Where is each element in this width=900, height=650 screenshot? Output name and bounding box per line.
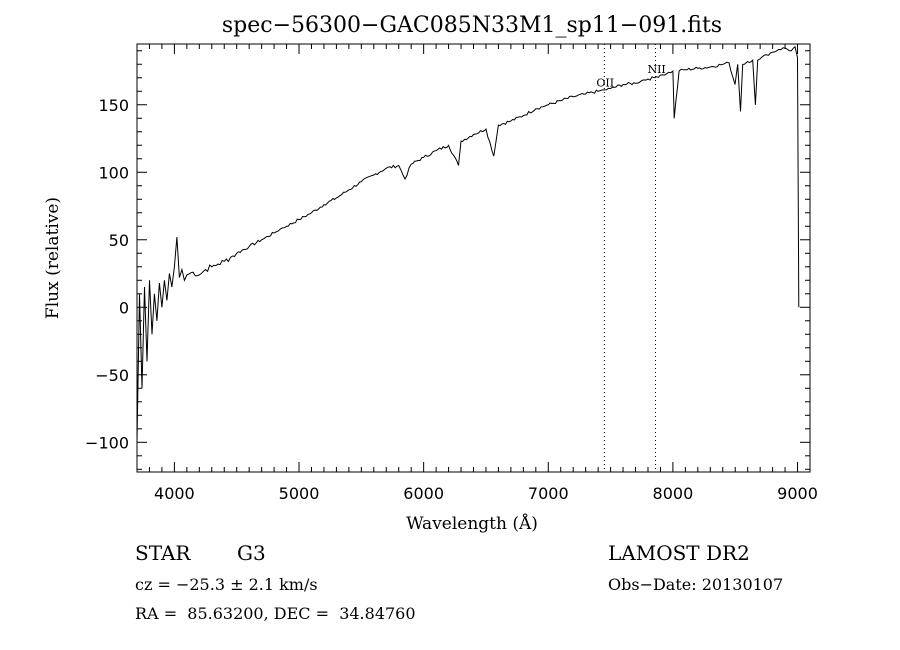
x-axis: 4000 5000 6000 7000 8000 9000 bbox=[136, 44, 818, 503]
spectrum-line bbox=[136, 45, 800, 443]
y-tick-label: −50 bbox=[95, 366, 129, 385]
y-tick-label: 150 bbox=[98, 96, 129, 115]
y-tick-label: −100 bbox=[85, 433, 129, 452]
y-tick-label: 100 bbox=[98, 163, 129, 182]
coordinates: RA = 85.63200, DEC = 34.84760 bbox=[135, 604, 416, 623]
object-subclass: G3 bbox=[237, 541, 266, 565]
obs-date: Obs−Date: 20130107 bbox=[608, 575, 784, 594]
line-annotation: NII bbox=[647, 63, 665, 76]
line-annotation: OII bbox=[596, 77, 614, 90]
y-tick-label: 50 bbox=[109, 231, 129, 250]
x-tick-label: 7000 bbox=[528, 484, 569, 503]
y-tick-label: 0 bbox=[119, 298, 129, 317]
x-tick-label: 4000 bbox=[154, 484, 195, 503]
x-axis-label: Wavelength (Å) bbox=[406, 513, 538, 534]
x-tick-label: 8000 bbox=[653, 484, 694, 503]
x-tick-label: 6000 bbox=[403, 484, 444, 503]
redshift-info: cz = −25.3 ± 2.1 km/s bbox=[135, 575, 318, 594]
y-axis: −100 −50 0 50 100 150 bbox=[85, 50, 810, 470]
x-tick-label: 5000 bbox=[279, 484, 320, 503]
chart-title: spec−56300−GAC085N33M1_sp11−091.fits bbox=[222, 13, 722, 38]
y-axis-label: Flux (relative) bbox=[43, 197, 63, 319]
plot-frame bbox=[136, 43, 811, 473]
x-tick-label: 9000 bbox=[777, 484, 818, 503]
object-class: STAR bbox=[135, 541, 191, 565]
emission-line-markers: OII NII bbox=[596, 44, 666, 472]
survey-name: LAMOST DR2 bbox=[608, 541, 750, 565]
